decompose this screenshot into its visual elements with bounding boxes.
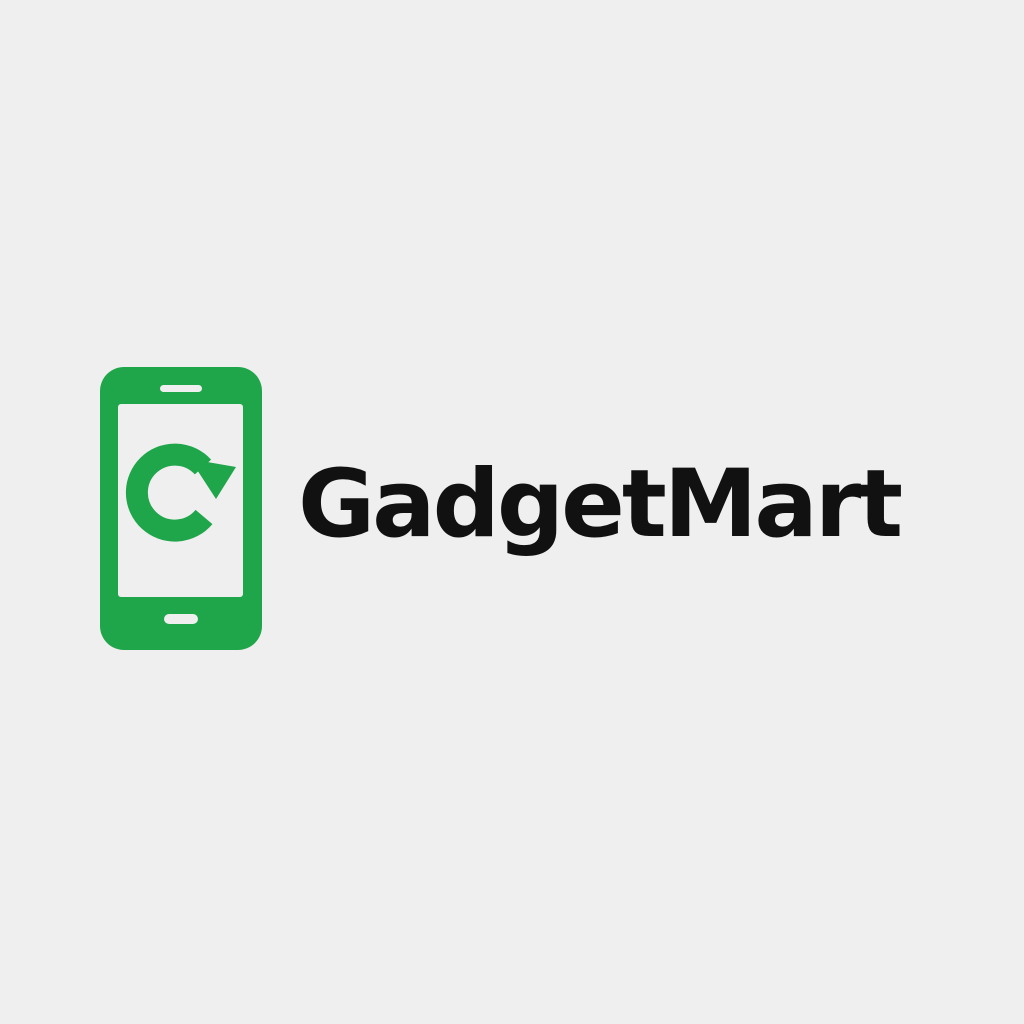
brand-wordmark: GadgetMart [298,450,903,559]
smartphone-refresh-icon [100,367,262,650]
phone-home-button [164,614,198,624]
phone-speaker [160,385,202,392]
refresh-arrow-icon [125,443,236,542]
